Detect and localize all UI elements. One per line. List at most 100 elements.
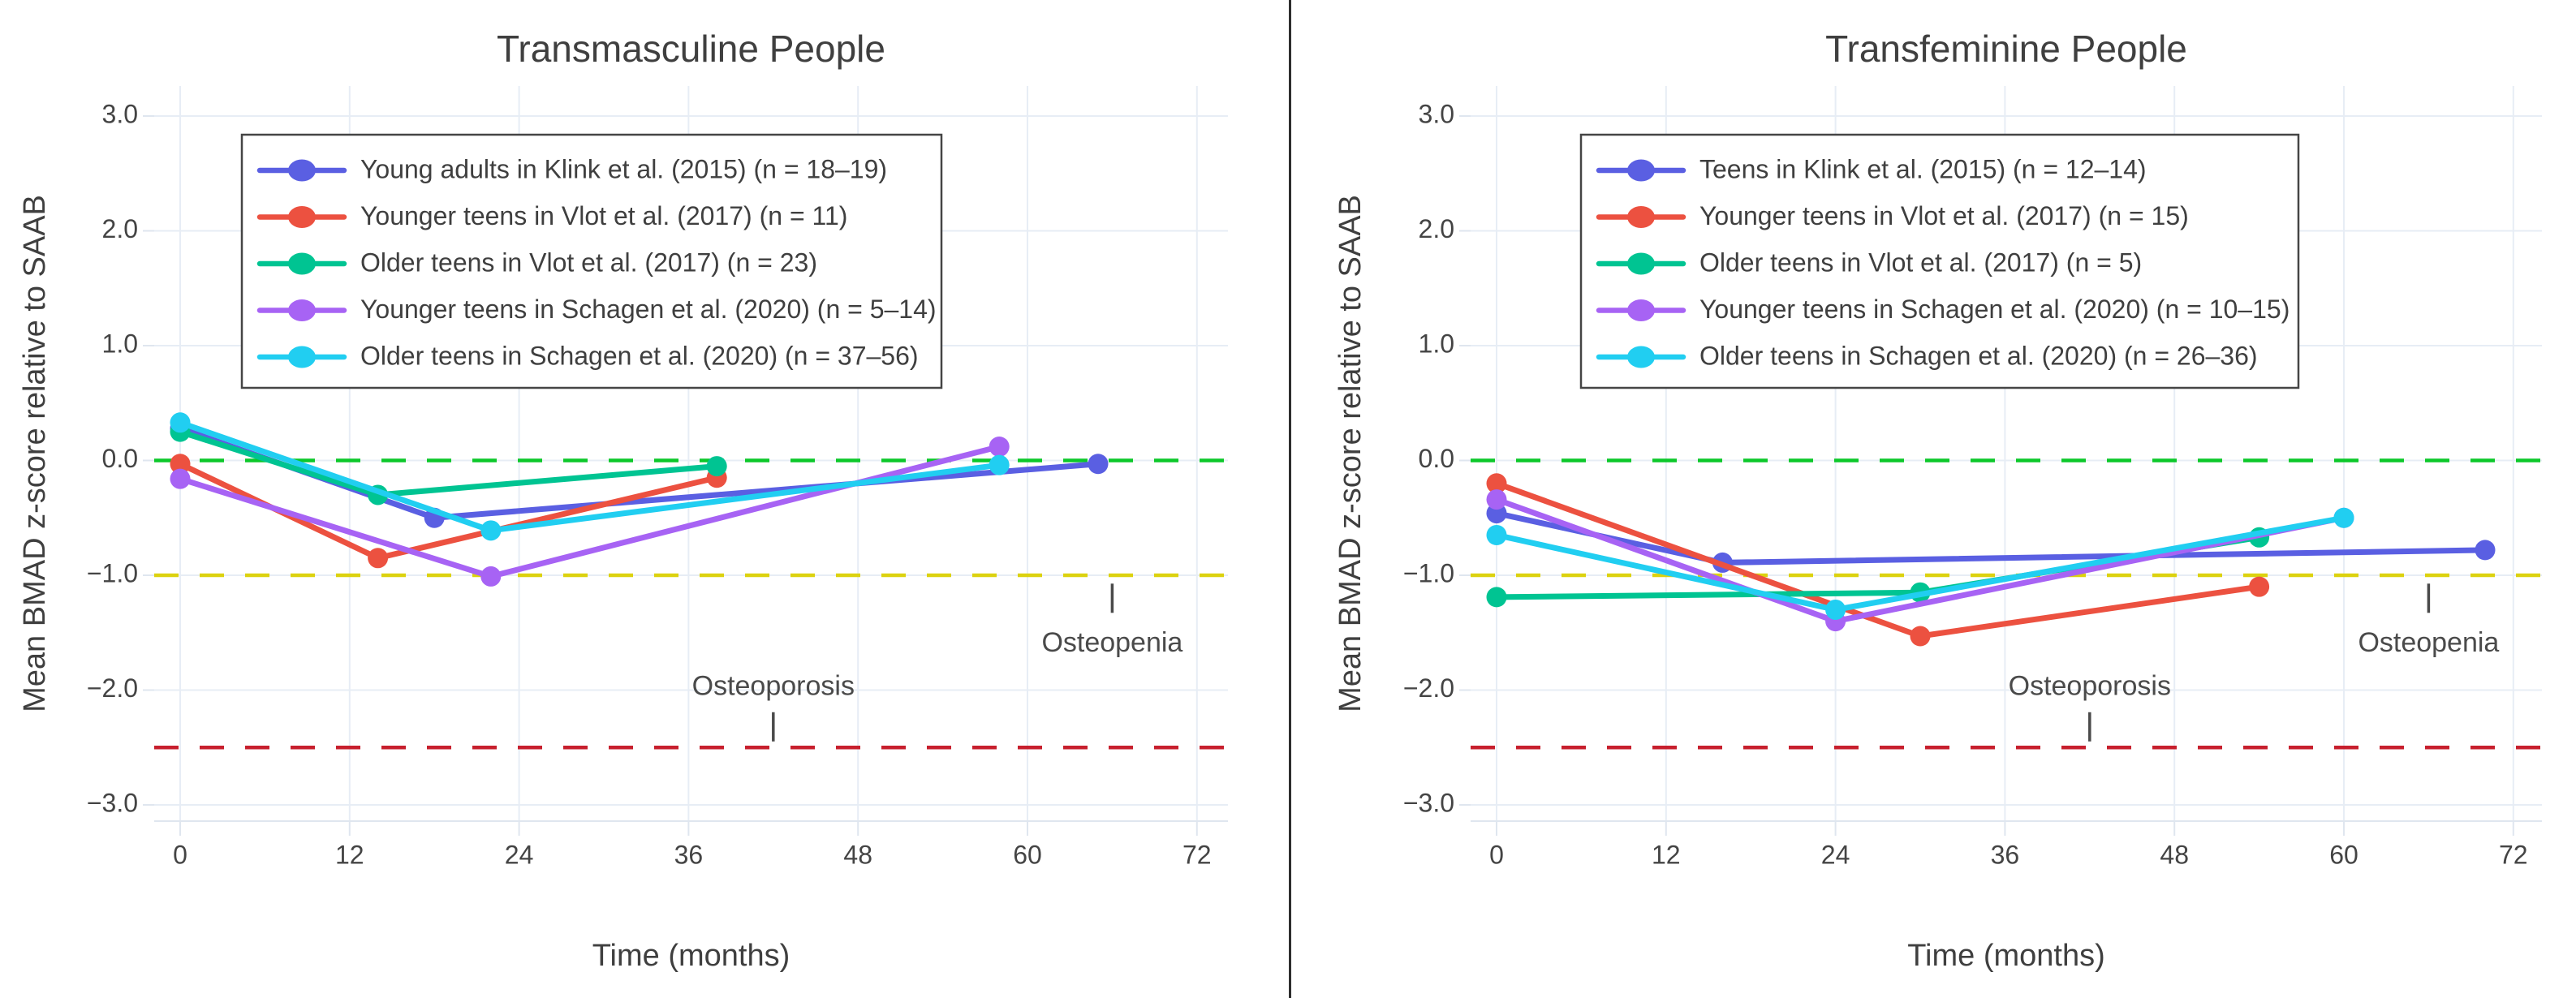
legend-item: Young adults in Klink et al. (2015) (n =… [256, 154, 887, 183]
annotation-label: Osteopenia [2358, 627, 2499, 658]
data-point [170, 412, 191, 433]
data-point [989, 437, 1010, 458]
y-tick-label: −1.0 [1403, 558, 1454, 587]
transfeminine-chart: Teens in Klink et al. (2015) (n = 12–14)… [1333, 28, 2542, 973]
annotation-osteoporosis: Osteoporosis [692, 671, 855, 742]
x-tick-label: 24 [505, 840, 534, 869]
legend-marker-dot [1627, 206, 1655, 228]
legend-marker-dot [288, 206, 316, 228]
annotation-osteoporosis: Osteoporosis [2009, 671, 2171, 742]
data-point [1088, 454, 1109, 475]
x-tick-label: 60 [1013, 840, 1042, 869]
legend-marker-dot [288, 159, 316, 182]
y-tick-label: 3.0 [102, 99, 138, 128]
y-tick-label: −3.0 [87, 788, 138, 817]
legend-label: Older teens in Schagen et al. (2020) (n … [1699, 341, 2258, 370]
transmasculine-panel: Young adults in Klink et al. (2015) (n =… [18, 0, 1291, 998]
y-axis-title: Mean BMAD z-score relative to SAAB [1333, 195, 1368, 712]
y-tick-label: −2.0 [87, 673, 138, 703]
annotation-label: Osteopenia [1041, 627, 1182, 658]
x-tick-label: 0 [1489, 840, 1504, 869]
data-point [1910, 626, 1931, 647]
data-point [2249, 576, 2270, 597]
series [170, 437, 1010, 587]
y-tick-label: 2.0 [102, 214, 138, 243]
annotation-label: Osteoporosis [692, 671, 855, 702]
legend-item: Older teens in Schagen et al. (2020) (n … [256, 341, 919, 370]
x-tick-label: 24 [1821, 840, 1850, 869]
legend-box [1579, 133, 2300, 389]
legend-marker-dot [1627, 159, 1655, 182]
legend-item: Younger teens in Schagen et al. (2020) (… [256, 295, 937, 324]
legend-marker-dot [1627, 299, 1655, 321]
x-tick-label: 12 [1652, 840, 1681, 869]
legend-label: Older teens in Schagen et al. (2020) (n … [360, 341, 919, 370]
data-point [1486, 489, 1507, 510]
chart-title: Transfeminine People [1825, 28, 2187, 70]
legend-marker-dot [288, 252, 316, 275]
legend-label: Younger teens in Schagen et al. (2020) (… [1699, 295, 2290, 324]
y-tick-label: 2.0 [1419, 214, 1454, 243]
chart-title: Transmasculine People [497, 28, 885, 70]
transfeminine-panel: Teens in Klink et al. (2015) (n = 12–14)… [1291, 0, 2576, 998]
x-tick-label: 36 [1991, 840, 2020, 869]
legend-item: Teens in Klink et al. (2015) (n = 12–14) [1596, 154, 2147, 183]
data-point [170, 454, 191, 475]
data-point [1486, 473, 1507, 494]
legend-label: Younger teens in Vlot et al. (2017) (n =… [1699, 201, 2189, 230]
data-point [480, 566, 502, 587]
legend-marker-dot [288, 299, 316, 321]
y-tick-label: 1.0 [1419, 329, 1454, 358]
series [170, 421, 727, 505]
x-tick-label: 72 [2499, 840, 2528, 869]
y-tick-label: −1.0 [87, 558, 138, 587]
y-axis-title: Mean BMAD z-score relative to SAAB [18, 195, 52, 712]
legend-label: Young adults in Klink et al. (2015) (n =… [360, 154, 887, 183]
data-point [1486, 587, 1507, 608]
series [170, 412, 1010, 541]
x-tick-label: 48 [2160, 840, 2189, 869]
transmasculine-chart: Young adults in Klink et al. (2015) (n =… [18, 28, 1228, 973]
data-point [368, 548, 389, 569]
x-axis-title: Time (months) [592, 939, 790, 973]
legend-item: Younger teens in Vlot et al. (2017) (n =… [256, 201, 847, 230]
data-point [1486, 524, 1507, 545]
data-point [480, 520, 502, 541]
series [1486, 473, 2270, 647]
x-axis-title: Time (months) [1907, 939, 2105, 973]
annotation-osteopenia: Osteopenia [1041, 583, 1182, 658]
x-tick-label: 0 [173, 840, 187, 869]
series-line [1493, 534, 2263, 600]
series [170, 454, 727, 569]
legend-label: Younger teens in Schagen et al. (2020) (… [360, 295, 937, 324]
legend-label: Teens in Klink et al. (2015) (n = 12–14) [1699, 154, 2147, 183]
x-tick-label: 12 [335, 840, 364, 869]
data-point [706, 456, 727, 477]
y-tick-label: 3.0 [1419, 99, 1454, 128]
y-tick-label: 0.0 [102, 444, 138, 473]
legend-marker-dot [1627, 346, 1655, 368]
legend: Young adults in Klink et al. (2015) (n =… [240, 133, 943, 389]
data-point [2475, 540, 2496, 561]
data-point [1825, 599, 1846, 620]
legend-item: Older teens in Vlot et al. (2017) (n = 2… [256, 247, 817, 277]
x-tick-label: 36 [674, 840, 704, 869]
y-tick-label: −2.0 [1403, 673, 1454, 703]
legend-box [240, 133, 943, 389]
data-point [989, 454, 1010, 475]
legend-label: Older teens in Vlot et al. (2017) (n = 2… [360, 247, 817, 277]
series-line [177, 428, 720, 498]
legend-item: Older teens in Schagen et al. (2020) (n … [1596, 341, 2258, 370]
data-point [2333, 507, 2354, 528]
legend-item: Younger teens in Schagen et al. (2020) (… [1596, 295, 2290, 324]
x-tick-label: 60 [2329, 840, 2358, 869]
x-tick-label: 48 [843, 840, 872, 869]
x-tick-label: 72 [1182, 840, 1212, 869]
y-tick-label: −3.0 [1403, 788, 1454, 817]
gridlines [1459, 86, 2542, 836]
legend-item: Older teens in Vlot et al. (2017) (n = 5… [1596, 247, 2142, 277]
data-point [170, 468, 191, 489]
series [1486, 507, 2354, 620]
legend-label: Older teens in Vlot et al. (2017) (n = 5… [1699, 247, 2142, 277]
